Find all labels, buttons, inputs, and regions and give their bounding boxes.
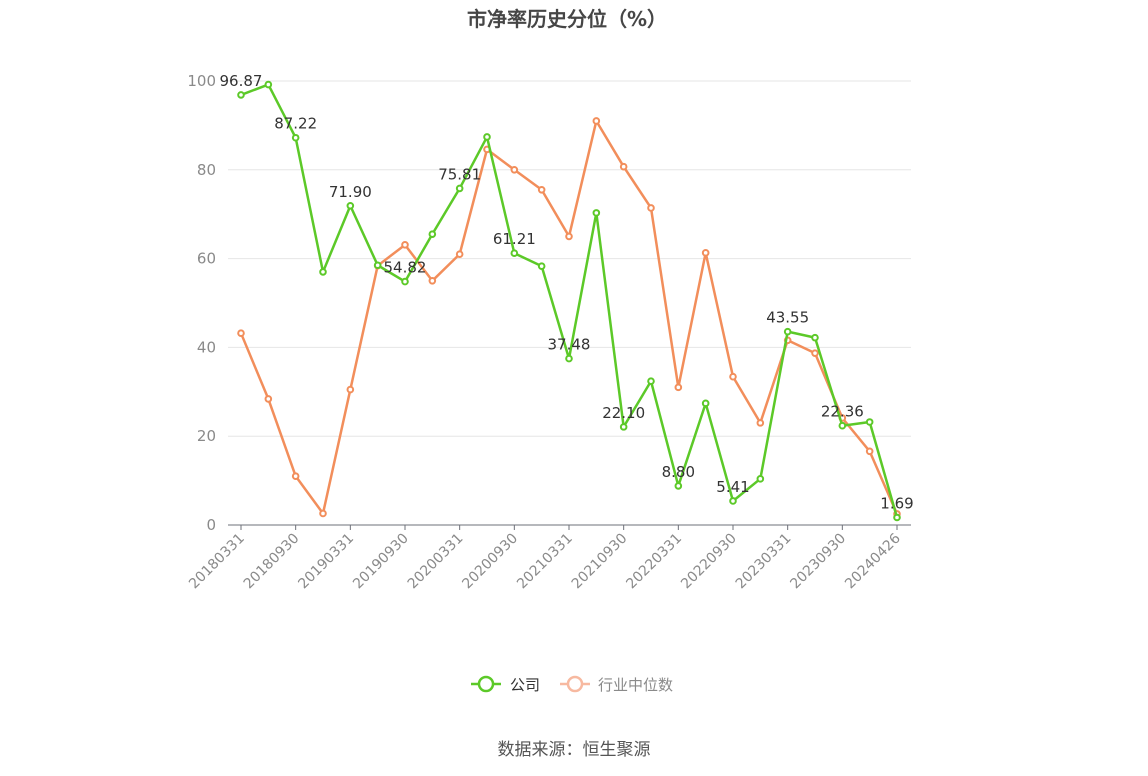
data-point <box>346 201 355 210</box>
legend-label: 行业中位数 <box>598 676 673 694</box>
x-tick-label: 20190930 <box>350 531 412 593</box>
x-tick-label: 20240426 <box>842 530 904 592</box>
data-point <box>510 166 519 174</box>
data-point <box>346 385 355 394</box>
data-point <box>865 418 874 426</box>
data-label: 87.22 <box>274 115 317 133</box>
data-label: 5.41 <box>716 478 749 496</box>
data-point <box>783 327 792 336</box>
data-label: 61.21 <box>493 230 536 248</box>
legend-item-industry-median[interactable]: 行业中位数 <box>560 675 673 694</box>
data-point <box>838 421 847 430</box>
data-point <box>237 329 245 337</box>
data-point <box>729 372 737 381</box>
x-tick-label: 20220930 <box>678 531 740 593</box>
data-point <box>455 184 464 193</box>
data-point <box>264 395 273 403</box>
data-point <box>291 472 300 480</box>
data-label: 22.36 <box>821 403 864 421</box>
axes: 0 20 40 60 80 100 2018033120180930201903312019… <box>186 72 911 592</box>
data-point <box>811 333 819 342</box>
x-tick-label: 20180331 <box>186 531 248 593</box>
data-label: 71.90 <box>329 183 372 201</box>
data-point <box>701 399 710 408</box>
data-point <box>701 249 710 257</box>
x-tick-label: 20200331 <box>405 531 467 593</box>
data-point <box>401 241 409 249</box>
series-lines <box>237 80 901 522</box>
series-company <box>237 80 901 522</box>
data-labels: 96.87 87.22 71.90 54.82 75.81 61.21 37.48 22.10… <box>220 72 914 513</box>
data-point <box>537 262 546 270</box>
legend-marker <box>477 675 495 693</box>
y-tick-label: 60 <box>197 250 216 268</box>
x-tick-label: 20200930 <box>459 531 521 593</box>
x-tick-label: 20210930 <box>569 531 631 593</box>
data-point <box>373 261 382 270</box>
data-label: 75.81 <box>438 165 481 183</box>
y-tick-label: 100 <box>187 72 216 90</box>
data-point <box>619 162 628 171</box>
data-point <box>237 91 245 99</box>
x-tick-label: 20230331 <box>733 531 795 593</box>
data-source-note: 数据来源：恒生聚源 <box>498 740 651 760</box>
data-point <box>674 482 683 490</box>
data-point <box>756 475 765 483</box>
data-point <box>647 377 655 385</box>
data-point <box>510 249 519 258</box>
data-label: 54.82 <box>384 259 427 277</box>
data-point <box>401 277 409 286</box>
legend-label: 公司 <box>510 676 540 694</box>
y-tick-label: 0 <box>206 516 216 534</box>
data-point <box>319 509 327 518</box>
data-label: 1.69 <box>880 494 913 512</box>
data-point <box>729 497 737 505</box>
data-point <box>565 354 573 363</box>
data-point <box>811 349 819 357</box>
data-label: 8.80 <box>662 463 695 481</box>
data-point <box>674 383 683 392</box>
x-tick-label: 20220331 <box>623 531 685 593</box>
data-point <box>291 133 300 142</box>
legend[interactable]: 公司 行业中位数 <box>471 675 673 694</box>
data-point <box>264 80 273 89</box>
grid-lines <box>228 80 911 437</box>
x-tick-label: 20190331 <box>295 531 357 593</box>
data-point <box>865 447 874 456</box>
data-point <box>428 277 437 285</box>
x-tick-label: 20210331 <box>514 531 576 593</box>
x-tick-label: 20180930 <box>241 531 303 593</box>
data-point <box>455 250 464 258</box>
y-tick-label: 40 <box>197 338 216 356</box>
series-line <box>240 83 899 518</box>
legend-marker <box>566 675 584 693</box>
x-tick-label: 20230930 <box>787 531 849 593</box>
data-point <box>893 513 901 522</box>
data-point <box>565 232 573 241</box>
data-point <box>592 209 601 217</box>
y-tick-label: 20 <box>197 427 216 445</box>
data-point <box>483 133 491 141</box>
chart-title: 市净率历史分位（%） <box>467 7 667 31</box>
data-point <box>428 230 437 238</box>
data-label: 96.87 <box>220 72 263 90</box>
data-point <box>756 419 765 427</box>
legend-item-company[interactable]: 公司 <box>471 675 540 694</box>
data-point <box>537 185 546 194</box>
data-point <box>647 204 655 212</box>
data-point <box>319 268 327 276</box>
data-label: 22.10 <box>602 404 645 422</box>
data-point <box>592 117 601 125</box>
data-point <box>619 423 628 431</box>
data-label: 43.55 <box>766 309 809 327</box>
y-tick-label: 80 <box>197 161 216 179</box>
data-label: 37.48 <box>548 336 591 354</box>
